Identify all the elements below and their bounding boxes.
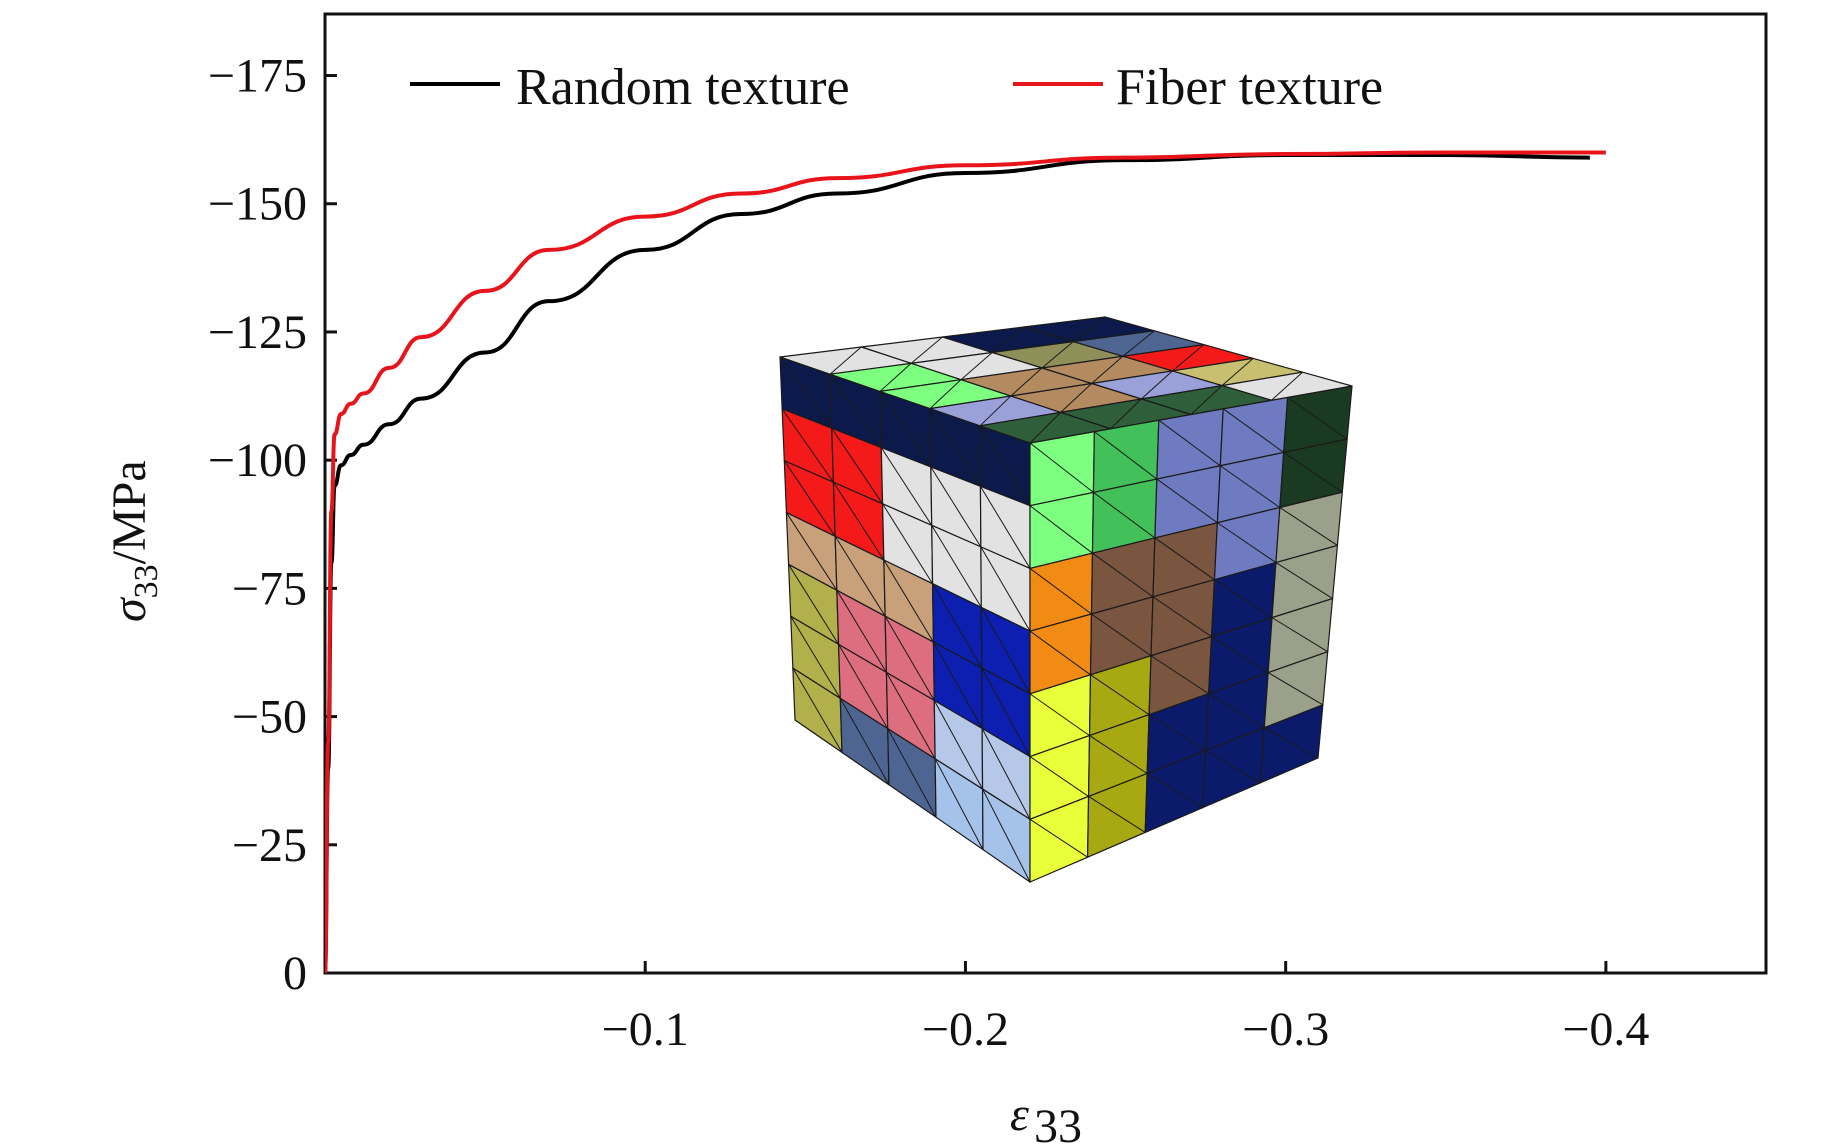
x-tick-label: −0.1 <box>602 1003 689 1056</box>
series-line-random-texture <box>325 153 1590 973</box>
y-tick-label: −25 <box>232 819 307 872</box>
legend-label-random-texture: Random texture <box>516 59 850 116</box>
x-tick-label: −0.2 <box>922 1003 1009 1056</box>
y-tick-label: 0 <box>283 947 307 1000</box>
y-tick-label: −125 <box>208 306 307 359</box>
cube-top-face <box>779 316 1353 444</box>
legend-label-fiber-texture: Fiber texture <box>1116 59 1383 116</box>
y-tick-label: −175 <box>208 50 307 103</box>
polycrystal-mesh-cube-icon <box>779 316 1353 884</box>
y-tick-label: −100 <box>208 434 307 487</box>
y-tick-label: −75 <box>232 562 307 615</box>
y-tick-label: −50 <box>232 691 307 744</box>
x-tick-label: −0.3 <box>1242 1003 1329 1056</box>
series-layer <box>325 150 1606 973</box>
x-axis-title: ε 33 <box>1010 1088 1082 1145</box>
x-tick-label: −0.4 <box>1562 1003 1649 1056</box>
y-axis-title: σ33/MPa <box>103 460 165 622</box>
cube-right-face <box>1029 385 1353 883</box>
cube-left-face <box>779 356 1031 884</box>
legend: Random texture Fiber texture <box>410 59 1383 116</box>
y-axis: 0 −25 −50 −75 −100 −125 −150 −175 <box>208 50 337 1000</box>
x-axis: −0.1 −0.2 −0.3 −0.4 <box>602 961 1649 1056</box>
plot-frame <box>323 12 1768 975</box>
svg-text:σ33/MPa: σ33/MPa <box>103 460 165 622</box>
svg-text:33: 33 <box>1034 1100 1082 1145</box>
y-tick-label: −150 <box>208 178 307 231</box>
svg-text:ε: ε <box>1010 1088 1029 1141</box>
series-line-fiber-texture <box>325 150 1606 973</box>
